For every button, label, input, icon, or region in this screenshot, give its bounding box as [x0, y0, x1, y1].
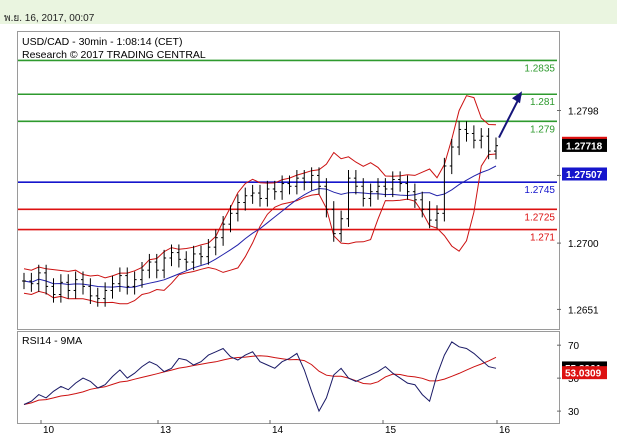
rsi-panel	[17, 331, 560, 424]
support-level-label: 1.271	[530, 233, 555, 244]
projection-arrow-head	[512, 91, 522, 104]
rsi-y-tick-label: 50	[568, 374, 580, 385]
rsi-y-tick-label: 30	[568, 407, 580, 418]
y-tick-label: 1.2651	[568, 305, 599, 316]
x-tick-label: 14	[272, 425, 284, 436]
rsi-y-tick-label: 70	[568, 341, 580, 352]
rsi-line	[23, 341, 497, 413]
resistance-level-label: 1.2835	[524, 63, 555, 74]
rsi-ma-line	[23, 355, 497, 405]
price-tag	[562, 138, 607, 152]
y-tick-label: 1.2700	[568, 239, 599, 250]
x-tick-label: 13	[160, 425, 172, 436]
top-bar: พ.ย. 16, 2017, 00:07	[0, 0, 617, 24]
rsi-tag-label: 53.0309	[565, 369, 602, 380]
rsi-title: RSI14 - 9MA	[22, 335, 83, 347]
moving-average-line	[23, 165, 497, 289]
price-tag-label: 1.27718	[566, 141, 603, 152]
resistance-level-label: 1.279	[530, 124, 555, 135]
x-tick-label: 15	[385, 425, 397, 436]
price-chart-panel	[17, 31, 560, 330]
pivot-level-label: 1.2745	[524, 185, 555, 196]
resistance-level-label: 1.281	[530, 97, 555, 108]
bollinger-lower-line	[23, 153, 497, 305]
price-tag-label: 1.27507	[566, 170, 603, 181]
date-time: พ.ย. 16, 2017, 00:07	[4, 13, 95, 24]
support-level-label: 1.2725	[524, 212, 555, 223]
x-tick-label: 10	[43, 425, 55, 436]
y-tick-label: 1.2798	[568, 106, 599, 117]
price-tag	[562, 167, 607, 181]
bollinger-upper-line	[23, 95, 497, 279]
x-tick-label: 16	[499, 425, 511, 436]
chart-title: USD/CAD - 30min - 1:08:14 (CET)	[22, 36, 183, 48]
rsi-tag	[562, 366, 607, 380]
chart-copyright: Research © 2017 TRADING CENTRAL	[22, 49, 206, 61]
